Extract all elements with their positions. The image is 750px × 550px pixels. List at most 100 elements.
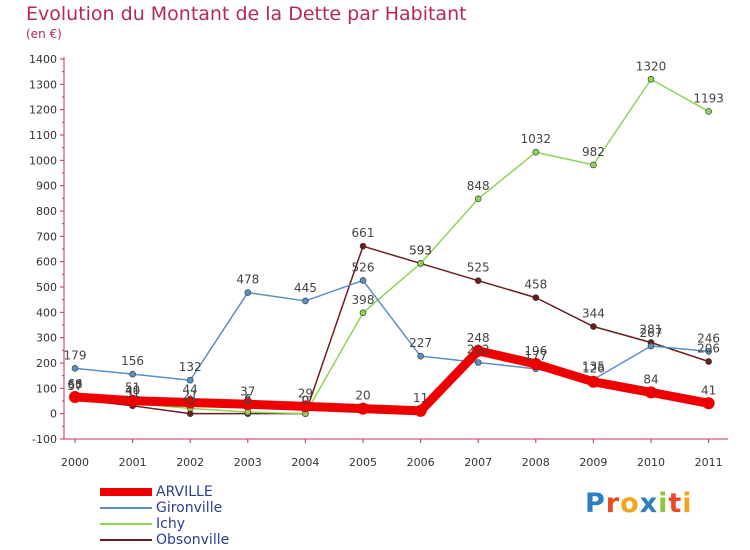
- data-point-obsonville: [590, 323, 597, 330]
- data-label-ichy: 982: [582, 145, 605, 159]
- data-label-gironville: 246: [697, 331, 720, 345]
- data-label-ichy: 6: [244, 392, 252, 406]
- data-label-ichy: 848: [467, 179, 490, 193]
- data-label-obsonville: 458: [524, 278, 547, 292]
- data-point-arville: [241, 398, 254, 411]
- data-point-ichy: [474, 195, 482, 203]
- logo-letter: P: [585, 488, 606, 519]
- y-tick-label: 300: [36, 332, 57, 345]
- y-tick-label: 0: [50, 408, 57, 421]
- x-tick-label: 2008: [522, 456, 550, 469]
- y-tick-label: 1300: [29, 78, 57, 91]
- y-tick-label: -100: [32, 433, 57, 446]
- legend-label: Obsonville: [156, 532, 230, 548]
- data-label-arville: 66: [67, 377, 82, 391]
- data-point-arville: [184, 396, 197, 409]
- data-point-arville: [299, 400, 312, 413]
- data-label-obsonville: 0: [244, 394, 252, 408]
- data-point-arville: [587, 375, 600, 388]
- data-label-gironville: 526: [352, 260, 375, 274]
- legend-label: Gironville: [156, 500, 223, 516]
- y-tick-label: 1200: [29, 104, 57, 117]
- data-label-arville: 126: [582, 362, 605, 376]
- data-point-ichy: [417, 260, 424, 267]
- chart-unit-label: (en €): [26, 27, 62, 41]
- data-label-obsonville: 31: [125, 386, 140, 400]
- data-point-arville: [357, 402, 369, 415]
- legend-swatch: [100, 507, 152, 509]
- y-tick-label: 1400: [29, 53, 57, 66]
- legend-swatch: [100, 488, 152, 496]
- data-point-arville: [414, 404, 427, 417]
- data-label-ichy: 1320: [636, 59, 667, 73]
- logo-letter: o: [620, 488, 640, 519]
- logo-letter: r: [605, 488, 621, 519]
- y-tick-label: 1000: [29, 154, 57, 167]
- data-point-ichy: [590, 161, 597, 169]
- data-label-arville: 29: [298, 386, 313, 400]
- x-tick-label: 2010: [637, 456, 665, 469]
- data-label-ichy: 398: [352, 293, 375, 307]
- data-point-gironville: [359, 277, 367, 284]
- data-point-gironville: [302, 297, 309, 305]
- data-point-ichy: [359, 309, 367, 317]
- data-point-gironville: [705, 348, 712, 355]
- data-label-ichy: 21: [183, 388, 198, 402]
- y-tick-label: 200: [36, 357, 57, 370]
- series-line-ichy: [74, 78, 710, 415]
- data-point-ichy: [705, 108, 712, 115]
- data-point-obsonville: [359, 242, 367, 250]
- data-point-gironville: [647, 342, 655, 350]
- data-label-obsonville: 593: [409, 243, 432, 257]
- x-tick-label: 2001: [119, 456, 147, 469]
- data-label-arville: 37: [240, 384, 255, 398]
- y-tick-label: 600: [36, 256, 57, 269]
- data-point-gironville: [71, 365, 79, 372]
- legend-label: ARVILLE: [156, 484, 213, 500]
- logo-letter: i: [658, 488, 669, 519]
- legend-swatch: [100, 539, 152, 541]
- y-tick-label: 100: [36, 382, 57, 395]
- data-label-obsonville: 206: [697, 341, 720, 355]
- data-label-obsonville: 344: [582, 307, 605, 321]
- data-point-arville: [472, 344, 485, 357]
- y-tick-label: 1100: [29, 129, 57, 142]
- data-label-ichy: 1193: [693, 91, 724, 105]
- data-label-gironville: 177: [524, 349, 547, 363]
- x-tick-label: 2000: [61, 456, 89, 469]
- y-tick-label: 400: [36, 306, 57, 319]
- x-tick-label: 2003: [234, 456, 262, 469]
- data-point-gironville: [129, 370, 136, 378]
- data-label-arville: 44: [183, 383, 198, 397]
- data-label-ichy: 0: [302, 394, 310, 408]
- x-tick-label: 2002: [176, 456, 204, 469]
- x-tick-label: 2011: [695, 456, 723, 469]
- data-label-arville: 20: [355, 389, 370, 403]
- data-point-gironville: [474, 359, 482, 366]
- data-label-gironville: 132: [179, 360, 202, 374]
- data-point-gironville: [186, 376, 194, 384]
- series-line-gironville: [74, 279, 710, 381]
- data-label-gironville: 156: [121, 354, 144, 368]
- data-point-arville: [529, 358, 542, 371]
- data-point-ichy: [647, 75, 655, 83]
- x-tick-label: 2005: [349, 456, 377, 469]
- data-label-arville: 41: [701, 383, 716, 397]
- legend-label: Ichy: [156, 516, 185, 532]
- data-point-arville: [69, 390, 81, 403]
- data-label-obsonville: 661: [352, 226, 375, 240]
- chart-title: Evolution du Montant de la Dette par Hab…: [26, 3, 467, 25]
- data-point-ichy: [532, 148, 540, 156]
- data-label-gironville: 135: [582, 359, 605, 373]
- data-point-obsonville: [474, 277, 482, 284]
- data-point-obsonville: [532, 294, 540, 301]
- x-tick-label: 2004: [291, 456, 319, 469]
- data-label-gironville: 267: [640, 326, 663, 340]
- proxiti-logo: Proxiti: [585, 488, 693, 519]
- data-point-arville: [702, 397, 715, 410]
- data-label-obsonville: 57: [67, 379, 82, 393]
- logo-letter: t: [668, 488, 683, 519]
- data-label-arville: 196: [524, 344, 547, 358]
